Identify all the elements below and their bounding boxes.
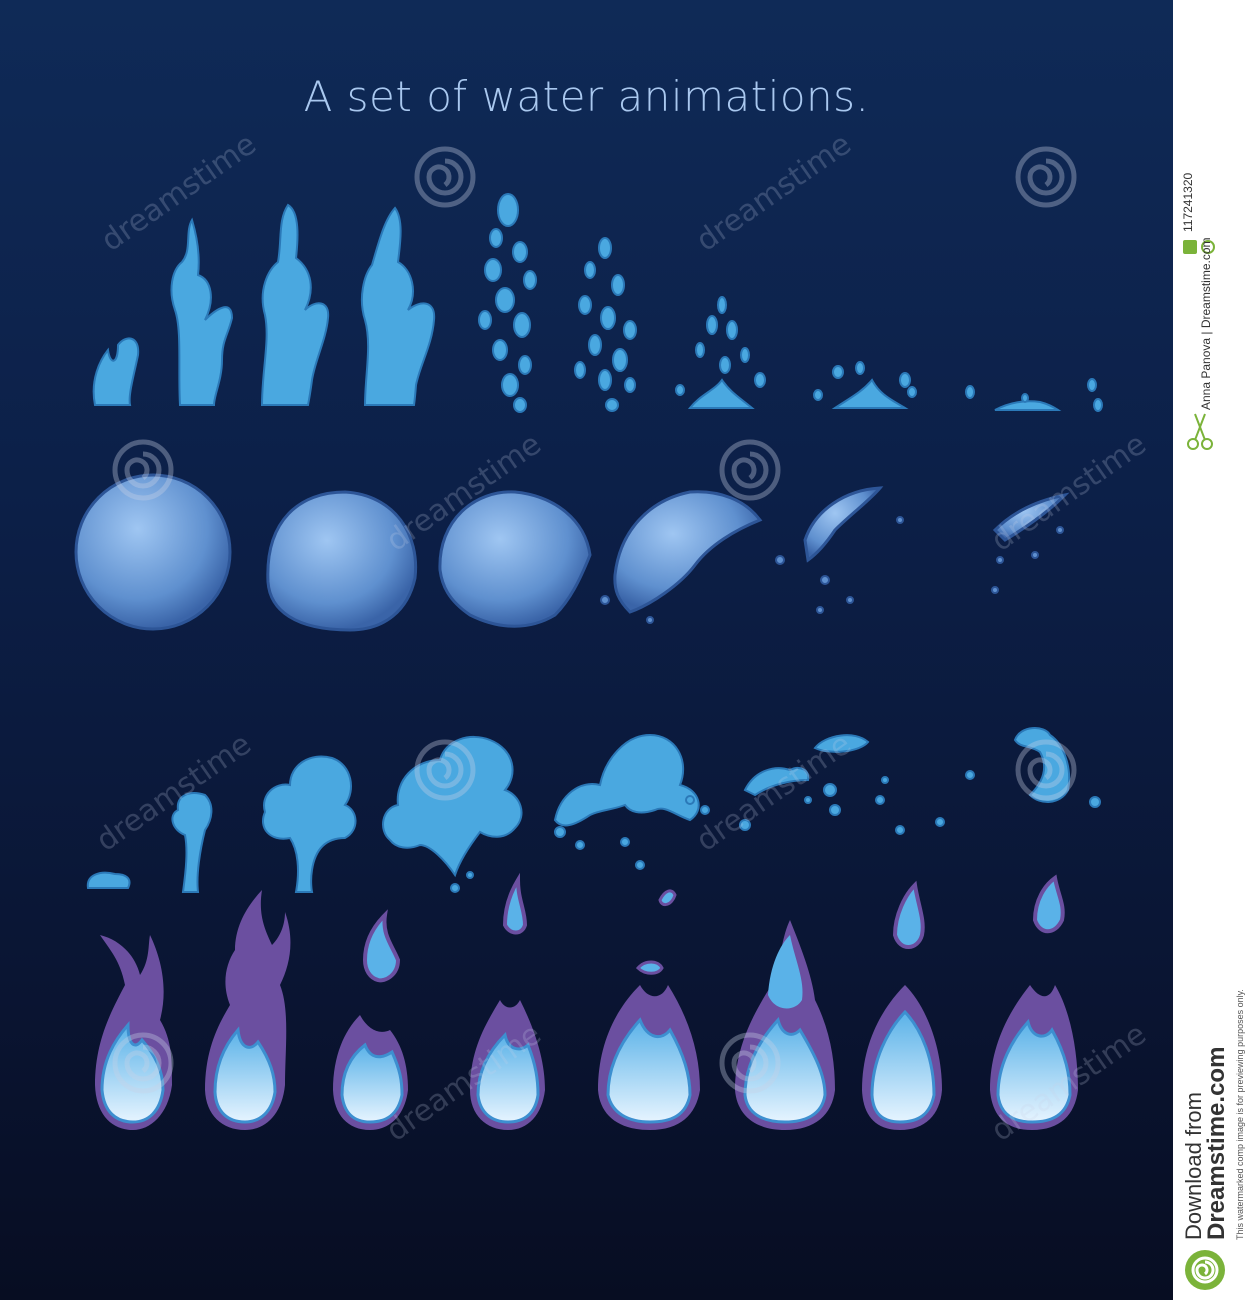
- row-water-explosion: [86, 727, 1101, 893]
- dreamstime-logo-icon: [1185, 1250, 1225, 1290]
- download-line2: Dreamstime.com: [1203, 1046, 1230, 1240]
- row-bubble-burst: [74, 473, 1070, 632]
- copyright-icon: [1201, 240, 1215, 254]
- page-title: A set of water animations.: [303, 72, 870, 121]
- preview-notice: This watermarked comp image is for previ…: [1235, 989, 1245, 1240]
- author-credit: Anna Panova | Dreamstime.com: [1199, 237, 1213, 410]
- id-badge-icon: [1183, 240, 1197, 254]
- artwork-canvas: A set of water animations. dreamstime dr…: [0, 0, 1173, 1300]
- dreamstime-sidebar: 117241320 Anna Panova | Dreamstime.com D…: [1173, 0, 1258, 1300]
- row-blue-flame: [95, 872, 1078, 1130]
- scissors-icon: [1185, 410, 1215, 452]
- row-splash-jet: [92, 193, 1103, 413]
- image-id: 117241320: [1181, 172, 1195, 232]
- watermark-swirls: [112, 146, 1077, 1094]
- animation-sprites: [74, 146, 1103, 1130]
